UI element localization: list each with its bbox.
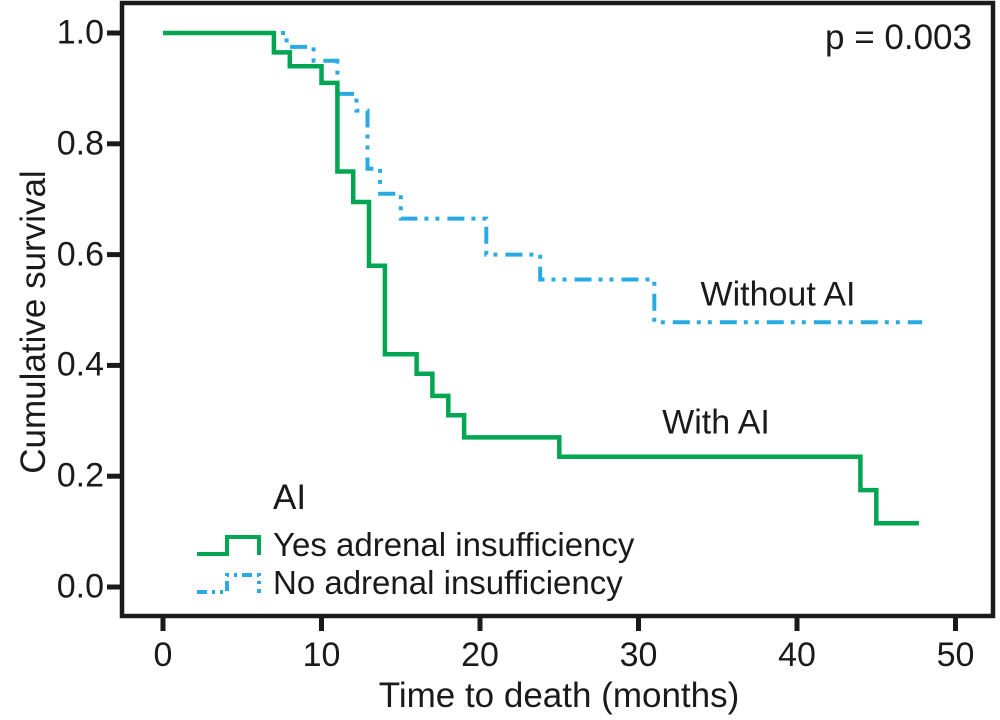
x-axis-title: Time to death (months) [378, 676, 740, 715]
x-tick-label: 10 [302, 636, 341, 674]
km-curve-with-ai [163, 30, 919, 526]
curve-label-with-ai: With AI [662, 403, 770, 442]
y-tick-label: 0.0 [56, 567, 104, 606]
x-tick-label: 50 [936, 636, 975, 674]
legend-label-no-ai: No adrenal insufficiency [273, 564, 623, 601]
x-tick-label: 30 [619, 636, 658, 674]
y-tick-label: 0.6 [56, 235, 104, 274]
y-axis-title: Cumulative survival [14, 170, 53, 474]
legend: AI Yes adrenal insufficiency No adrenal … [195, 478, 634, 602]
solid-step-line-icon [197, 535, 261, 556]
km-curve-without-ai [163, 31, 923, 325]
y-tick-label: 0.4 [56, 345, 104, 384]
legend-item-yes-ai: Yes adrenal insufficiency [195, 526, 634, 564]
y-tick-label: 1.0 [56, 13, 104, 52]
legend-label-yes-ai: Yes adrenal insufficiency [273, 526, 635, 563]
x-tick-label: 40 [778, 636, 816, 674]
y-tick-label: 0.8 [56, 124, 104, 163]
plot-border [119, 0, 996, 619]
dashed-step-line-icon [197, 573, 261, 594]
curve-label-without-ai: Without AI [700, 275, 856, 314]
legend-item-no-ai: No adrenal insufficiency [195, 564, 634, 602]
legend-title: AI [273, 478, 307, 517]
x-tick-label: 20 [461, 636, 499, 674]
y-tick-label: 0.2 [56, 456, 104, 495]
x-tick-label: 0 [153, 636, 173, 674]
p-value-annotation: p = 0.003 [825, 18, 972, 57]
